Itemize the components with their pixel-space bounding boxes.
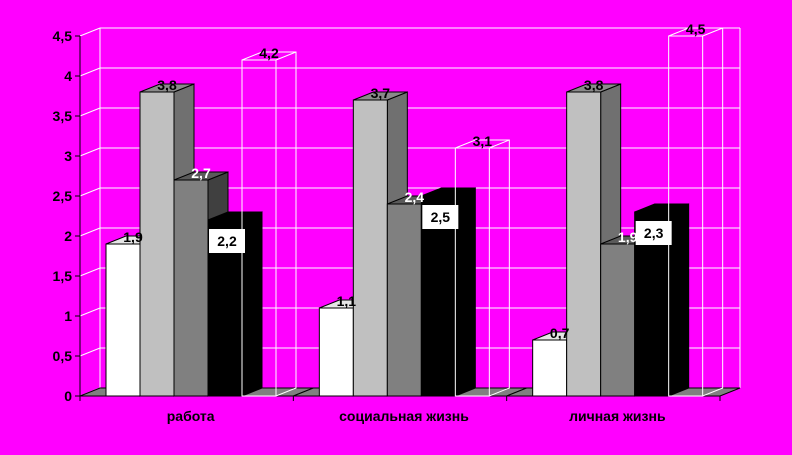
grid-depth-line [79,147,101,157]
x-category-label: личная жизнь [569,408,666,424]
bar [139,91,175,397]
bar [105,243,141,397]
y-tick-label: 0,5 [53,348,73,364]
y-tick-label: 4,5 [53,28,73,44]
data-label: 4,5 [686,21,706,37]
grid-depth-line [79,187,101,197]
bar-edge [489,139,510,149]
grid-depth-line [79,307,101,317]
bar [600,243,636,397]
y-tick-label: 3,5 [53,108,73,124]
grid-depth-line [79,107,101,117]
y-tick-label: 4 [64,68,72,84]
bar [566,91,602,397]
data-label: 3,7 [371,85,391,101]
bar-edge [275,51,297,61]
bar [420,195,456,397]
data-label: 4,2 [259,45,279,61]
y-tick-label: 2 [64,228,72,244]
data-label: 2,7 [191,165,211,181]
data-label-box [635,221,672,245]
x-category-label: работа [167,408,215,424]
data-label: 1,9 [618,229,638,245]
x-category-label: социальная жизнь [339,408,469,424]
data-label: 2,5 [431,209,451,225]
grid-depth-line [79,267,101,277]
y-tick-label: 3 [64,148,72,164]
grid-depth-line [79,227,101,237]
data-label: 1,9 [123,229,143,245]
data-label-box [209,229,245,253]
bar-edge [702,27,723,37]
y-tick-label: 1 [64,308,72,324]
bar [532,339,568,397]
grid-depth-line [79,347,101,357]
bar [173,179,209,397]
bar [318,307,354,397]
data-label-box [422,205,459,229]
data-label: 1,1 [337,293,357,309]
y-tick-label: 0 [64,388,72,404]
data-label: 2,3 [644,225,664,241]
grid-depth-line [79,67,101,77]
data-label: 2,4 [405,189,425,205]
data-label: 3,1 [473,133,493,149]
data-label: 0,7 [550,325,570,341]
data-label: 2,2 [217,233,237,249]
data-label: 3,8 [584,77,604,93]
y-tick-label: 1,5 [53,268,73,284]
data-label: 3,8 [157,77,177,93]
bar [352,99,388,397]
y-tick-label: 2,5 [53,188,73,204]
grid-depth-line [79,27,101,37]
bar [386,203,422,397]
